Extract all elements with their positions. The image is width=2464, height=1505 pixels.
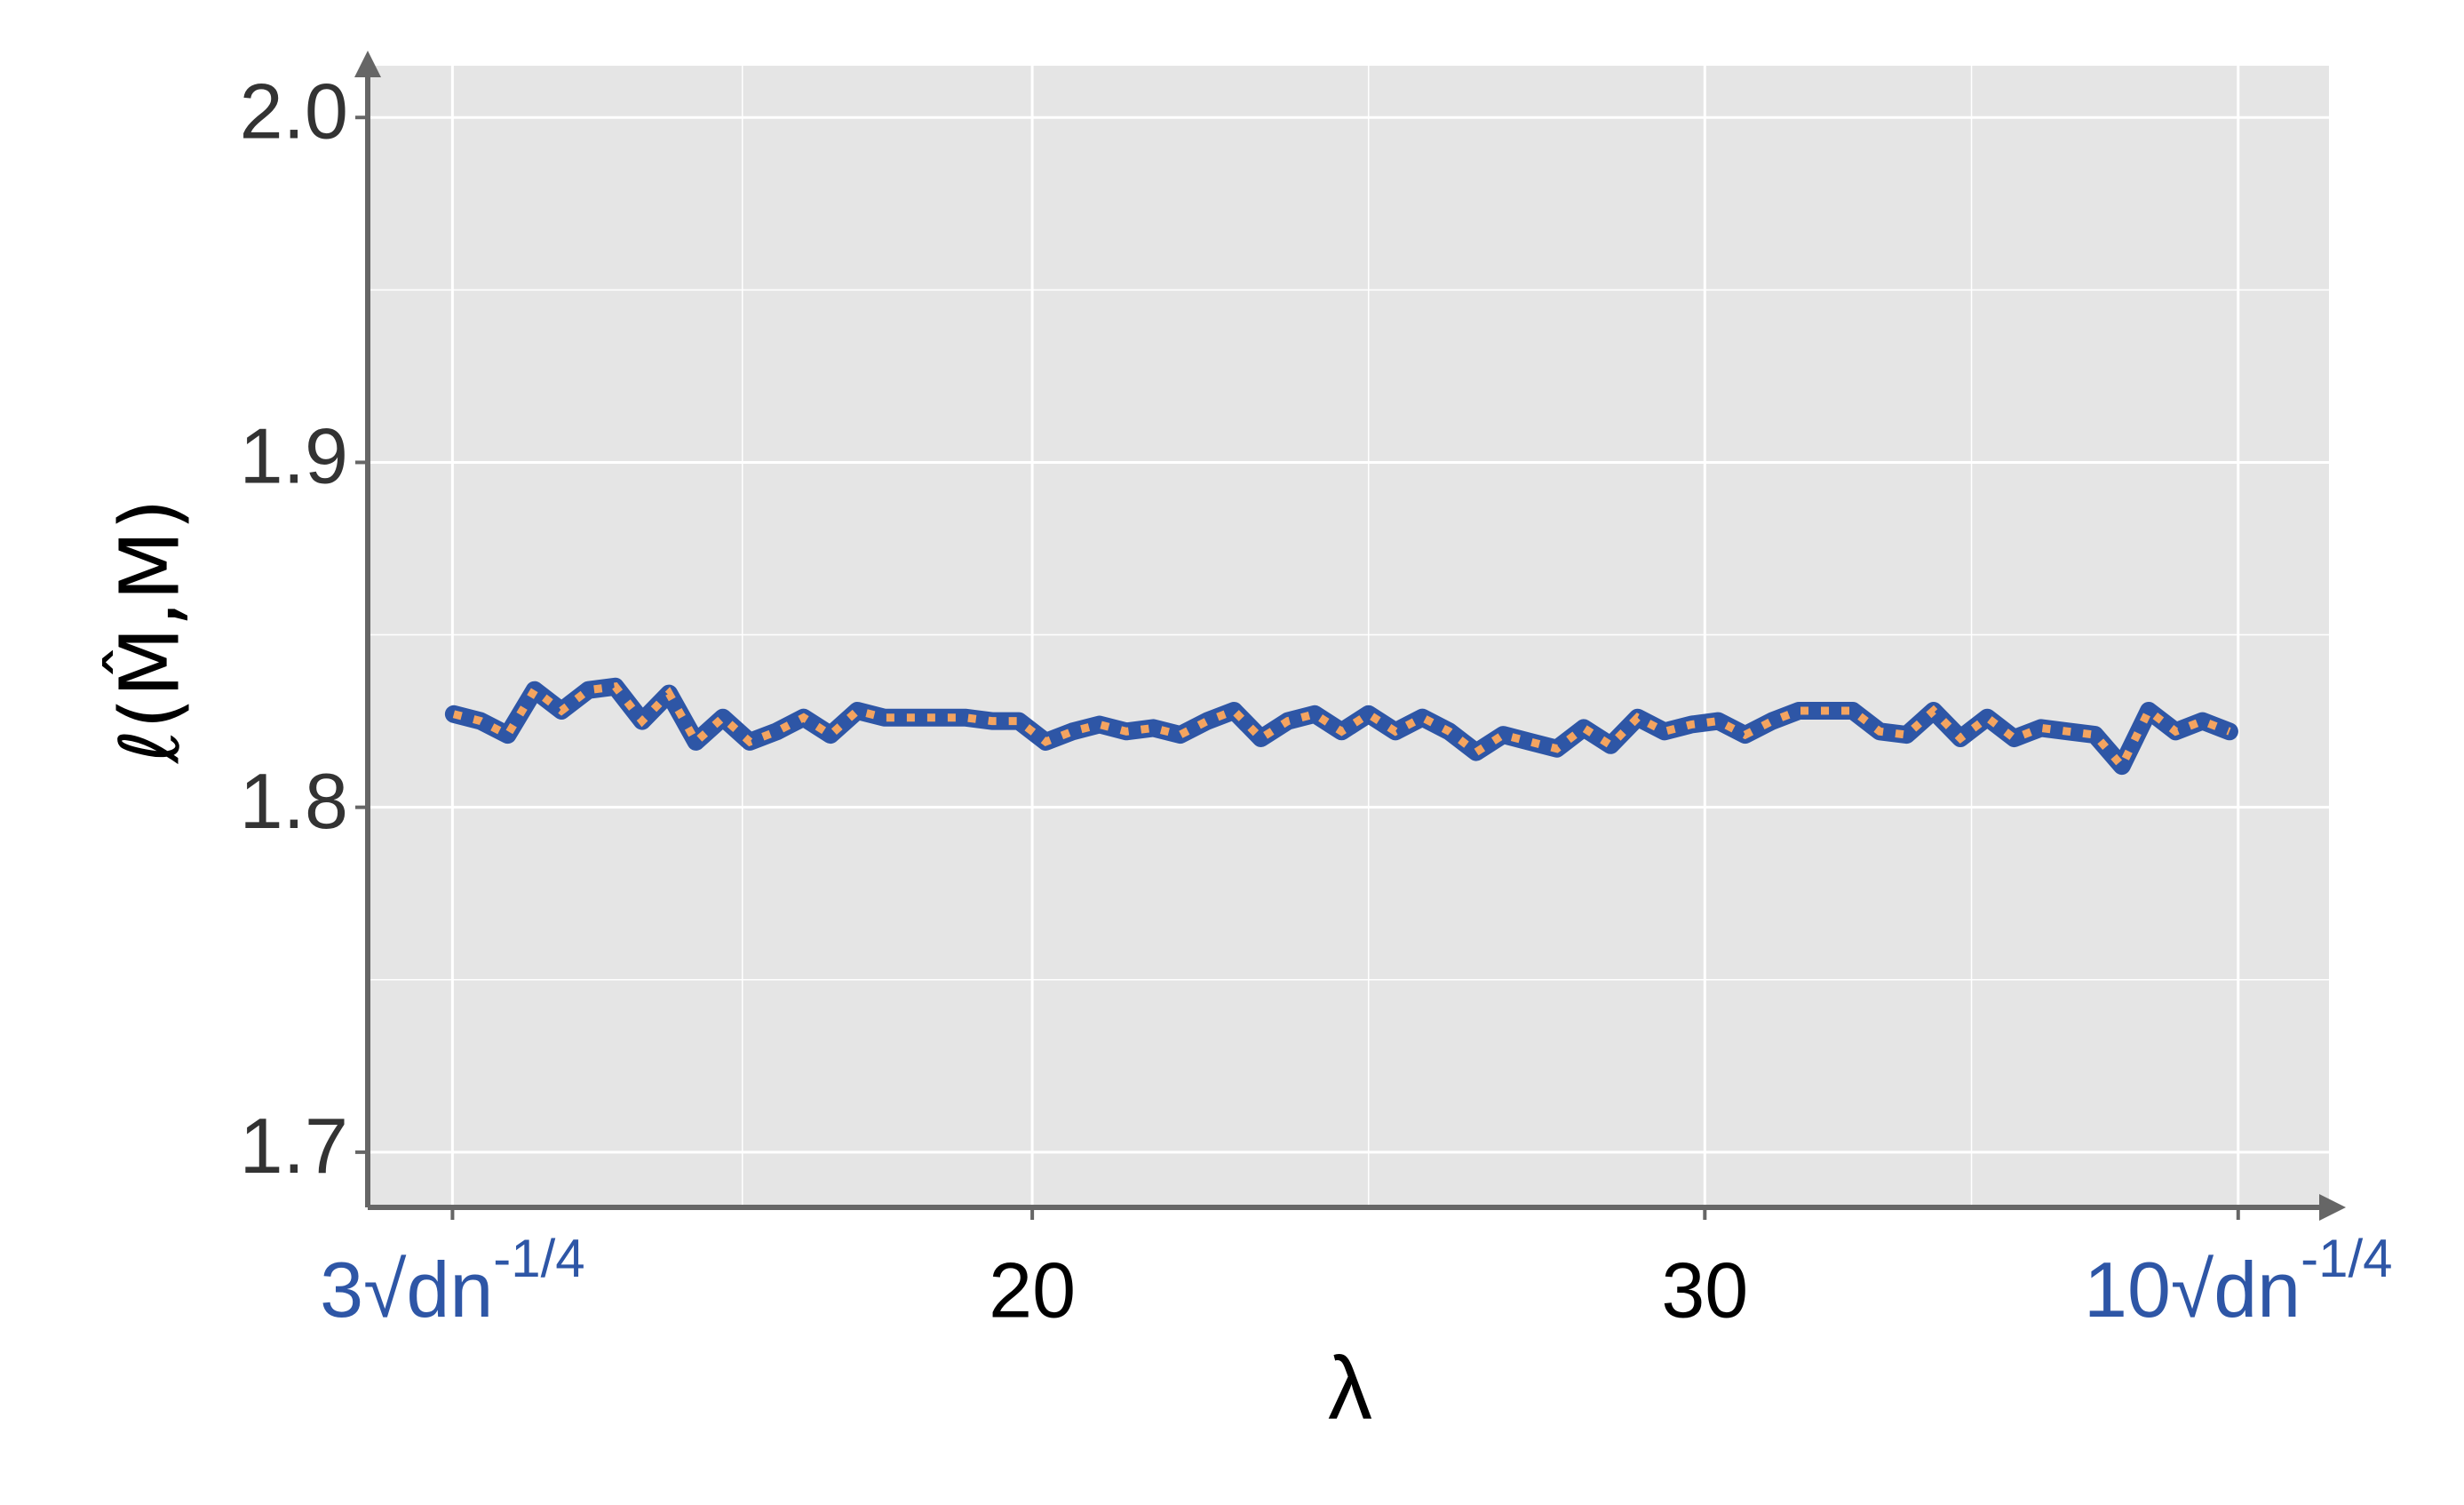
lines	[444, 677, 2238, 776]
plot-panel	[368, 66, 2329, 1207]
y-tick-label: 1.8	[240, 757, 348, 845]
x-tick-label-superscript: -1/4	[2301, 1229, 2392, 1288]
x-tick-label: 30	[1661, 1246, 1748, 1334]
y-axis-title: ℓ(M̂,M)	[102, 498, 198, 765]
x-tick-label-main: 3√dn	[320, 1246, 493, 1334]
x-tick-label-superscript: -1/4	[493, 1229, 584, 1288]
x-tick-label: 20	[989, 1246, 1076, 1334]
y-tick-label: 1.9	[240, 412, 348, 500]
x-tick-label: 10√dn-1/4	[2084, 1229, 2392, 1334]
grid	[368, 66, 2329, 1207]
y-tick-label: 2.0	[240, 67, 348, 155]
x-tick-label-main: 10√dn	[2084, 1246, 2301, 1334]
x-tick-label: 3√dn-1/4	[320, 1229, 585, 1334]
x-axis-title: λ	[1328, 1338, 1372, 1437]
y-tick-label: 1.7	[240, 1102, 348, 1190]
series-dotted-line	[452, 682, 2231, 774]
